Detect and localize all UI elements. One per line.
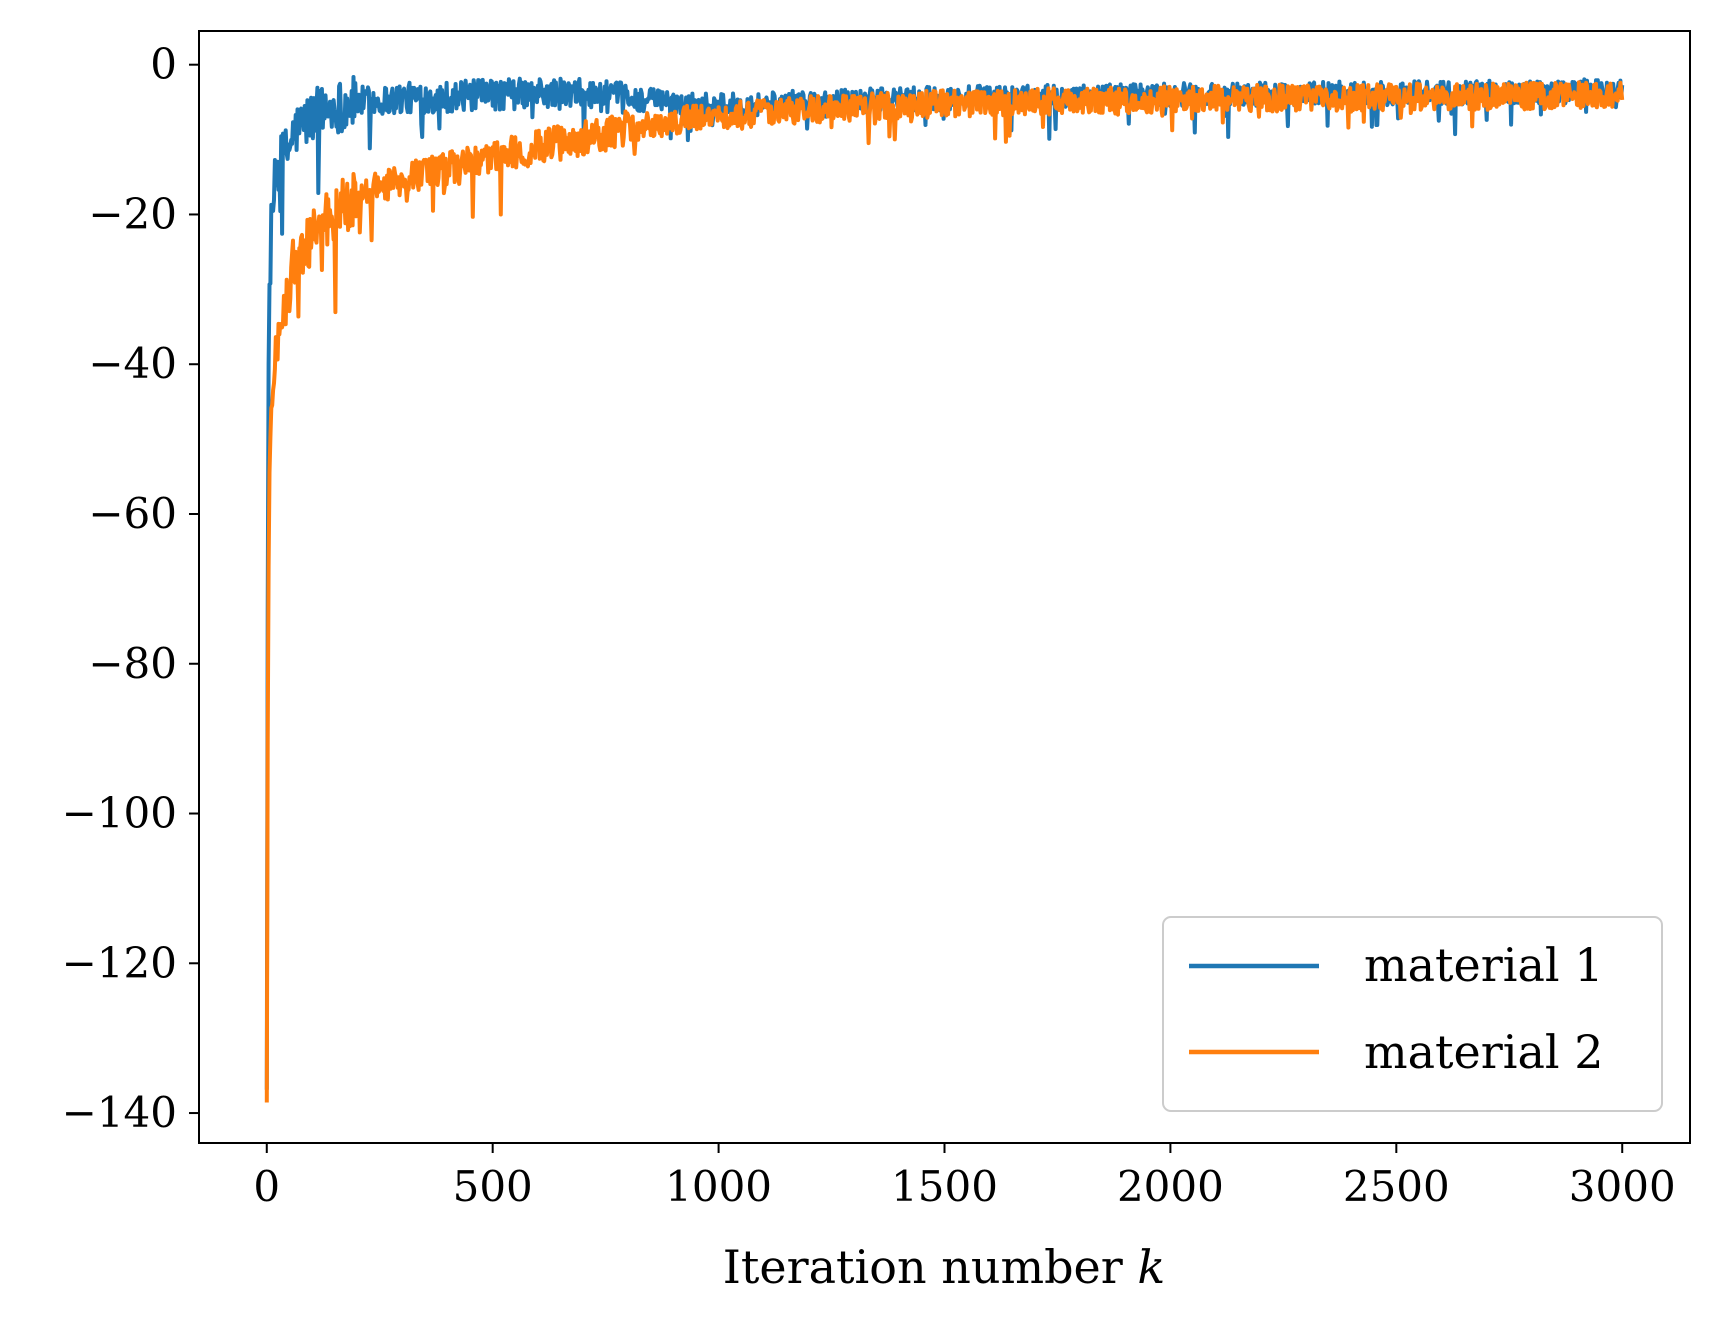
y-tick-label: −140: [62, 1088, 177, 1137]
x-axis-label-variable: k: [1137, 1240, 1165, 1294]
x-axis: 0 500 1000 1500 2000 2500 3000: [253, 1143, 1676, 1211]
y-tick-label: −80: [88, 639, 177, 688]
x-tick-label: 2000: [1117, 1162, 1224, 1211]
y-tick-label: −120: [62, 938, 177, 987]
x-tick-label: 2500: [1343, 1162, 1450, 1211]
series-line-material-2: [264, 80, 1625, 1103]
legend-label-material-1: material 1: [1364, 938, 1603, 992]
series-layer: [264, 75, 1625, 1103]
x-tick-label: 500: [453, 1162, 533, 1211]
y-tick-label: −60: [88, 489, 177, 538]
y-tick-label: −100: [62, 789, 177, 838]
x-axis-label-text: Iteration number: [723, 1240, 1123, 1294]
x-tick-label: 0: [253, 1162, 280, 1211]
legend-label-material-2: material 2: [1364, 1025, 1603, 1079]
y-tick-label: −40: [88, 339, 177, 388]
x-tick-label: 3000: [1569, 1162, 1676, 1211]
y-axis: 0 −20 −40 −60 −80 −100 −120 −140: [62, 40, 199, 1137]
legend: material 1 material 2: [1162, 916, 1663, 1112]
y-tick-label: −20: [88, 189, 177, 238]
x-axis-label: Iteration number k: [723, 1240, 1165, 1294]
y-tick-label: 0: [150, 40, 177, 89]
x-tick-label: 1500: [891, 1162, 998, 1211]
x-tick-label: 1000: [665, 1162, 772, 1211]
